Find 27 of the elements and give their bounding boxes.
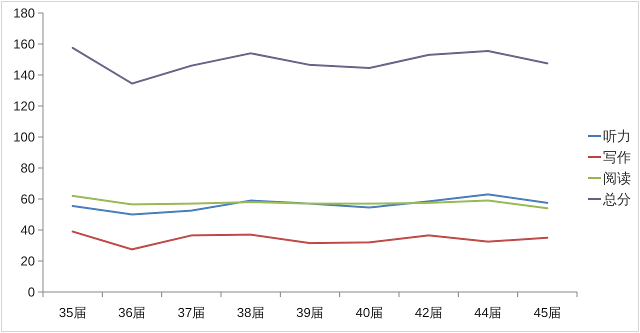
- x-tick-label: 37届: [178, 305, 206, 320]
- x-tick-label: 35届: [58, 305, 86, 320]
- x-tick-label: 39届: [296, 305, 324, 320]
- y-tick-label: 60: [20, 192, 35, 206]
- legend-label: 听力: [603, 128, 631, 144]
- x-tick-label: 45届: [534, 305, 562, 320]
- y-tick-label: 140: [13, 68, 35, 82]
- y-tick-label: 100: [13, 130, 35, 144]
- y-tick-label: 80: [20, 160, 35, 176]
- legend-label: 总分: [602, 191, 631, 207]
- y-tick-label: 160: [13, 36, 35, 52]
- x-tick-label: 40届: [356, 305, 384, 320]
- legend-label: 写作: [603, 149, 631, 165]
- line-series: [72, 230, 548, 250]
- line-series: [72, 46, 548, 85]
- y-tick-label: 120: [13, 98, 35, 114]
- y-tick-label: 0: [28, 284, 35, 300]
- y-tick-label: 180: [13, 6, 35, 20]
- x-tick-label: 36届: [118, 305, 146, 320]
- line-series: [72, 193, 548, 216]
- line-series: [72, 194, 548, 210]
- x-tick-label: 38届: [236, 305, 264, 320]
- x-tick-label: 42届: [414, 305, 442, 320]
- legend-label: 阅读: [603, 170, 631, 186]
- y-tick-label: 20: [20, 254, 35, 268]
- y-tick-label: 40: [20, 222, 35, 238]
- x-tick-label: 44届: [474, 305, 502, 320]
